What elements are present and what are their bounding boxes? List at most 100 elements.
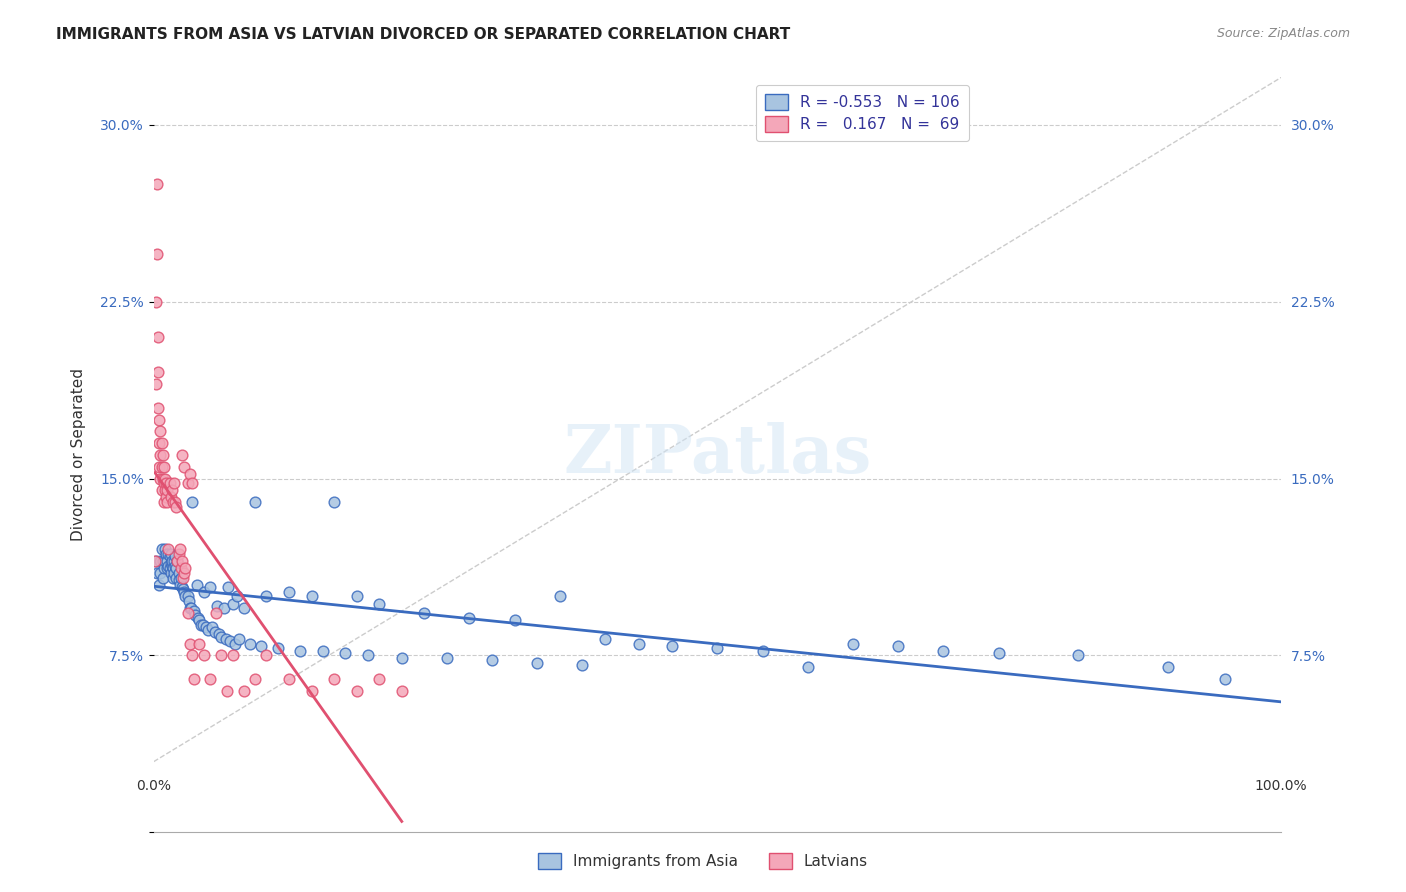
Point: [187, 610, 209, 624]
Point: [163, 476, 186, 491]
Point: [159, 557, 181, 571]
Point: [153, 471, 176, 485]
Point: [250, 639, 273, 653]
Point: [148, 412, 170, 426]
Point: [157, 542, 180, 557]
Point: [391, 683, 413, 698]
Text: 0.0%: 0.0%: [136, 779, 172, 793]
Point: [165, 558, 187, 573]
Point: [156, 554, 179, 568]
Point: [209, 630, 232, 644]
Point: [152, 448, 174, 462]
Point: [149, 554, 172, 568]
Point: [165, 561, 187, 575]
Point: [166, 554, 188, 568]
Point: [217, 580, 239, 594]
Point: [368, 597, 391, 611]
Point: [357, 648, 380, 663]
Point: [167, 573, 190, 587]
Point: [226, 590, 249, 604]
Point: [159, 566, 181, 580]
Point: [148, 330, 170, 344]
Point: [152, 554, 174, 568]
Point: [436, 650, 458, 665]
Point: [221, 648, 243, 663]
Point: [155, 547, 177, 561]
Point: [301, 683, 323, 698]
Point: [172, 571, 194, 585]
Point: [173, 566, 195, 580]
Point: [159, 476, 181, 491]
Point: [481, 653, 503, 667]
Point: [165, 571, 187, 585]
Point: [201, 620, 224, 634]
Point: [278, 584, 301, 599]
Point: [221, 597, 243, 611]
Point: [212, 601, 235, 615]
Point: [163, 566, 186, 580]
Point: [593, 632, 616, 646]
Point: [159, 561, 181, 575]
Point: [153, 554, 176, 568]
Point: [152, 571, 174, 585]
Text: 100.0%: 100.0%: [1254, 779, 1308, 793]
Point: [173, 584, 195, 599]
Point: [232, 683, 254, 698]
Point: [170, 561, 193, 575]
Point: [197, 623, 219, 637]
Point: [146, 566, 169, 580]
Point: [145, 554, 167, 568]
Point: [145, 294, 167, 309]
Point: [215, 632, 238, 646]
Point: [167, 566, 190, 580]
Point: [153, 561, 176, 575]
Point: [267, 641, 290, 656]
Point: [155, 491, 177, 505]
Point: [143, 554, 166, 568]
Point: [301, 590, 323, 604]
Point: [153, 459, 176, 474]
Point: [256, 648, 278, 663]
Point: [162, 561, 184, 575]
Legend: R = -0.553   N = 106, R =   0.167   N =  69: R = -0.553 N = 106, R = 0.167 N = 69: [756, 85, 969, 142]
Point: [153, 495, 176, 509]
Point: [163, 554, 186, 568]
Point: [166, 554, 188, 568]
Point: [706, 641, 728, 656]
Point: [170, 448, 193, 462]
Point: [841, 637, 863, 651]
Point: [1157, 660, 1180, 674]
Point: [932, 644, 955, 658]
Point: [149, 566, 172, 580]
Point: [193, 617, 215, 632]
Point: [219, 634, 242, 648]
Point: [174, 561, 197, 575]
Point: [176, 606, 198, 620]
Point: [887, 639, 910, 653]
Point: [148, 436, 170, 450]
Legend: Immigrants from Asia, Latvians: Immigrants from Asia, Latvians: [531, 847, 875, 875]
Point: [165, 500, 187, 514]
Point: [148, 401, 170, 415]
Point: [176, 476, 198, 491]
Point: [232, 601, 254, 615]
Point: [148, 577, 170, 591]
Point: [183, 672, 205, 686]
Point: [245, 495, 267, 509]
Point: [157, 547, 180, 561]
Point: [209, 648, 232, 663]
Point: [160, 483, 183, 498]
Point: [256, 590, 278, 604]
Point: [165, 495, 187, 509]
Point: [751, 644, 773, 658]
Point: [245, 672, 267, 686]
Point: [169, 577, 191, 591]
Point: [323, 495, 346, 509]
Point: [1213, 672, 1236, 686]
Point: [165, 549, 187, 564]
Point: [205, 599, 228, 613]
Point: [190, 617, 212, 632]
Point: [156, 561, 179, 575]
Point: [148, 365, 170, 379]
Point: [160, 554, 183, 568]
